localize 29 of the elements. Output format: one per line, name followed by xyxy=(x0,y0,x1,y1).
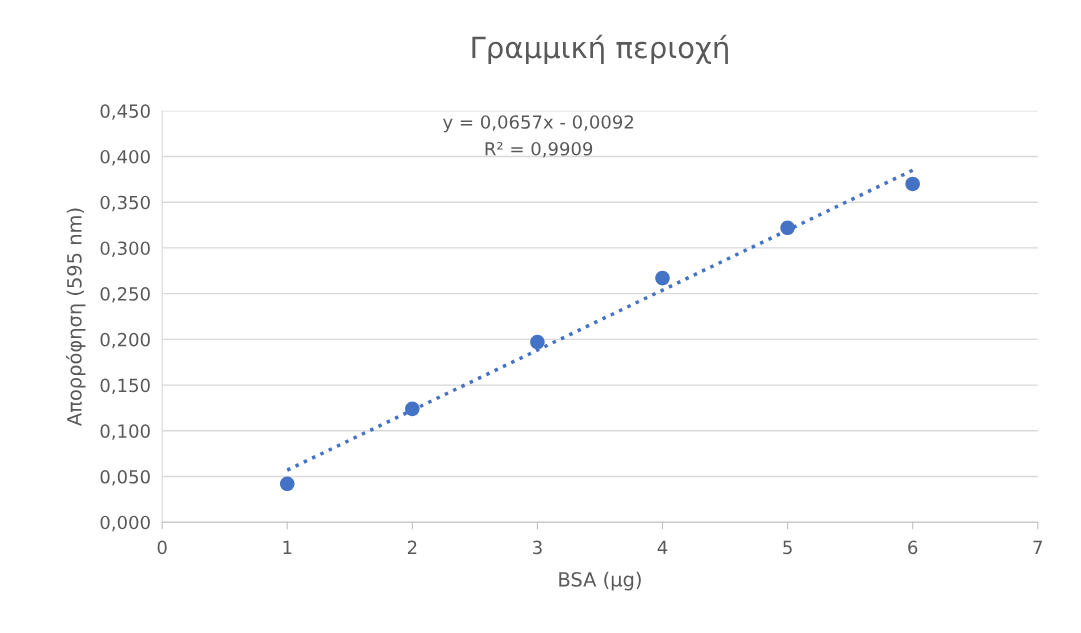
y-tick-label: 0,050 xyxy=(100,469,150,486)
point xyxy=(780,220,795,236)
x-tick-label: 5 xyxy=(783,540,792,555)
y-tick-label: 0,200 xyxy=(100,332,150,349)
x-tick-label: 4 xyxy=(657,540,668,554)
point xyxy=(905,176,920,192)
point xyxy=(279,476,295,492)
x-axis-title: BSA (μg) xyxy=(559,571,641,591)
y-tick-label: 0,450 xyxy=(100,104,150,120)
point xyxy=(405,401,420,417)
x-tick-label: 0 xyxy=(157,540,167,555)
y-tick-label: 0,300 xyxy=(100,241,150,257)
y-tick-label: 0,100 xyxy=(100,424,150,440)
y-axis-title: Απορρόφηση (595 nm) xyxy=(65,208,86,426)
y-tick-label: 0,350 xyxy=(100,195,150,212)
chart-title: Γραμμική περιοχή xyxy=(472,34,728,65)
y-tick-label: 0,000 xyxy=(100,515,150,532)
annotation: y = 0,0657x - 0,0092 xyxy=(443,115,634,133)
point xyxy=(530,334,545,350)
x-tick-label: 7 xyxy=(1033,540,1042,554)
point xyxy=(655,270,670,286)
y-tick-label: 0,400 xyxy=(100,149,150,166)
y-tick-label: 0,250 xyxy=(100,287,150,303)
annotation: R² = 0,9909 xyxy=(485,141,593,158)
x-tick-label: 1 xyxy=(283,540,292,554)
x-tick-label: 2 xyxy=(407,540,417,554)
x-tick-label: 6 xyxy=(908,540,918,555)
y-tick-label: 0,150 xyxy=(100,378,150,395)
x-tick-label: 3 xyxy=(533,540,542,555)
